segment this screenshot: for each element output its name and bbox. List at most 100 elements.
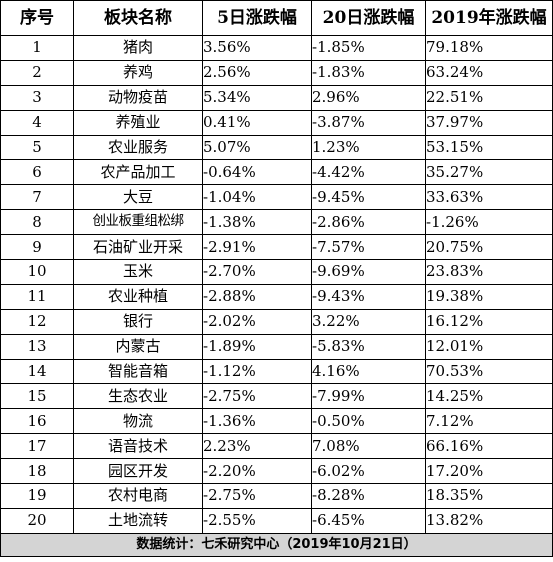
change-20d-cell: 2.96% <box>311 84 426 111</box>
change-5d-cell: -2.91% <box>202 234 312 261</box>
change-2019-cell: 17.20% <box>425 458 553 485</box>
table-row: 12 银行 -2.02% 3.22% 16.12% <box>0 308 553 335</box>
change-20d-cell: -1.83% <box>311 59 426 86</box>
change-2019-cell: -1.26% <box>425 209 553 236</box>
data-source-note: 数据统计：七禾研究中心（2019年10月21日） <box>0 532 553 557</box>
change-5d-cell: 2.23% <box>202 433 312 460</box>
change-2019-cell: 20.75% <box>425 234 553 261</box>
change-2019-cell: 18.35% <box>425 483 553 509</box>
table-row: 1 猪肉 3.56% -1.85% 79.18% <box>0 35 553 61</box>
change-5d-cell: -1.89% <box>202 333 312 360</box>
row-index-cell: 18 <box>0 458 74 485</box>
table-row: 2 养鸡 2.56% -1.83% 63.24% <box>0 59 553 86</box>
change-2019-cell: 14.25% <box>425 383 553 410</box>
change-2019-cell: 79.18% <box>425 35 553 61</box>
row-index-cell: 14 <box>0 358 74 385</box>
sector-name-cell: 农业服务 <box>73 134 203 161</box>
sector-name-cell: 石油矿业开采 <box>73 234 203 261</box>
change-5d-cell: 2.56% <box>202 59 312 86</box>
table-row: 10 玉米 -2.70% -9.69% 23.83% <box>0 259 553 285</box>
change-5d-cell: -2.70% <box>202 259 312 285</box>
change-20d-cell: -6.02% <box>311 458 426 485</box>
sector-name-cell: 土地流转 <box>73 507 203 534</box>
row-index-cell: 10 <box>0 259 74 285</box>
change-5d-cell: 0.41% <box>202 109 312 136</box>
row-index-cell: 4 <box>0 109 74 136</box>
row-index-cell: 1 <box>0 35 74 61</box>
change-2019-cell: 16.12% <box>425 308 553 335</box>
change-2019-cell: 70.53% <box>425 358 553 385</box>
row-index-cell: 19 <box>0 483 74 509</box>
change-20d-cell: -9.69% <box>311 259 426 285</box>
change-20d-cell: -6.45% <box>311 507 426 534</box>
change-5d-cell: 5.07% <box>202 134 312 161</box>
sector-name-cell: 农村电商 <box>73 483 203 509</box>
sector-name-cell: 银行 <box>73 308 203 335</box>
change-5d-cell: -2.75% <box>202 383 312 410</box>
table-row: 8 创业板重组松绑 -1.38% -2.86% -1.26% <box>0 209 553 236</box>
change-5d-cell: -1.12% <box>202 358 312 385</box>
change-2019-cell: 23.83% <box>425 259 553 285</box>
table-row: 11 农业种植 -2.88% -9.43% 19.38% <box>0 283 553 310</box>
table-row: 3 动物疫苗 5.34% 2.96% 22.51% <box>0 84 553 111</box>
change-20d-cell: -2.86% <box>311 209 426 236</box>
row-index-cell: 6 <box>0 159 74 186</box>
change-2019-cell: 19.38% <box>425 283 553 310</box>
header-index: 序号 <box>0 0 74 36</box>
change-5d-cell: -2.20% <box>202 458 312 485</box>
change-20d-cell: -9.45% <box>311 184 426 211</box>
change-20d-cell: 3.22% <box>311 308 426 335</box>
row-index-cell: 7 <box>0 184 74 211</box>
change-2019-cell: 7.12% <box>425 408 553 435</box>
change-20d-cell: -8.28% <box>311 483 426 509</box>
change-20d-cell: -3.87% <box>311 109 426 136</box>
table-row: 13 内蒙古 -1.89% -5.83% 12.01% <box>0 333 553 360</box>
table-row: 16 物流 -1.36% -0.50% 7.12% <box>0 408 553 435</box>
sector-name-cell: 园区开发 <box>73 458 203 485</box>
change-5d-cell: -1.38% <box>202 209 312 236</box>
change-20d-cell: -0.50% <box>311 408 426 435</box>
table-row: 17 语音技术 2.23% 7.08% 66.16% <box>0 433 553 460</box>
footer-row: 数据统计：七禾研究中心（2019年10月21日） <box>0 532 553 557</box>
change-2019-cell: 12.01% <box>425 333 553 360</box>
change-5d-cell: 5.34% <box>202 84 312 111</box>
table-row: 9 石油矿业开采 -2.91% -7.57% 20.75% <box>0 234 553 261</box>
header-sector: 板块名称 <box>73 0 203 36</box>
row-index-cell: 20 <box>0 507 74 534</box>
row-index-cell: 17 <box>0 433 74 460</box>
row-index-cell: 2 <box>0 59 74 86</box>
table-row: 6 农产品加工 -0.64% -4.42% 35.27% <box>0 159 553 186</box>
sector-name-cell: 大豆 <box>73 184 203 211</box>
change-2019-cell: 22.51% <box>425 84 553 111</box>
change-2019-cell: 66.16% <box>425 433 553 460</box>
change-5d-cell: 3.56% <box>202 35 312 61</box>
change-20d-cell: -5.83% <box>311 333 426 360</box>
change-2019-cell: 63.24% <box>425 59 553 86</box>
sector-name-cell: 生态农业 <box>73 383 203 410</box>
row-index-cell: 12 <box>0 308 74 335</box>
sector-name-cell: 农产品加工 <box>73 159 203 186</box>
change-5d-cell: -1.04% <box>202 184 312 211</box>
row-index-cell: 8 <box>0 209 74 236</box>
table-row: 20 土地流转 -2.55% -6.45% 13.82% <box>0 507 553 534</box>
sector-name-cell: 创业板重组松绑 <box>73 209 203 236</box>
change-2019-cell: 13.82% <box>425 507 553 534</box>
change-20d-cell: 7.08% <box>311 433 426 460</box>
change-2019-cell: 35.27% <box>425 159 553 186</box>
sector-name-cell: 农业种植 <box>73 283 203 310</box>
row-index-cell: 9 <box>0 234 74 261</box>
row-index-cell: 11 <box>0 283 74 310</box>
change-5d-cell: -0.64% <box>202 159 312 186</box>
table-row: 14 智能音箱 -1.12% 4.16% 70.53% <box>0 358 553 385</box>
header-change-5d: 5日涨跌幅 <box>202 0 312 36</box>
table-row: 7 大豆 -1.04% -9.45% 33.63% <box>0 184 553 211</box>
change-20d-cell: -4.42% <box>311 159 426 186</box>
sector-name-cell: 语音技术 <box>73 433 203 460</box>
table-row: 18 园区开发 -2.20% -6.02% 17.20% <box>0 458 553 485</box>
change-2019-cell: 33.63% <box>425 184 553 211</box>
sector-name-cell: 物流 <box>73 408 203 435</box>
sector-name-cell: 养鸡 <box>73 59 203 86</box>
row-index-cell: 16 <box>0 408 74 435</box>
